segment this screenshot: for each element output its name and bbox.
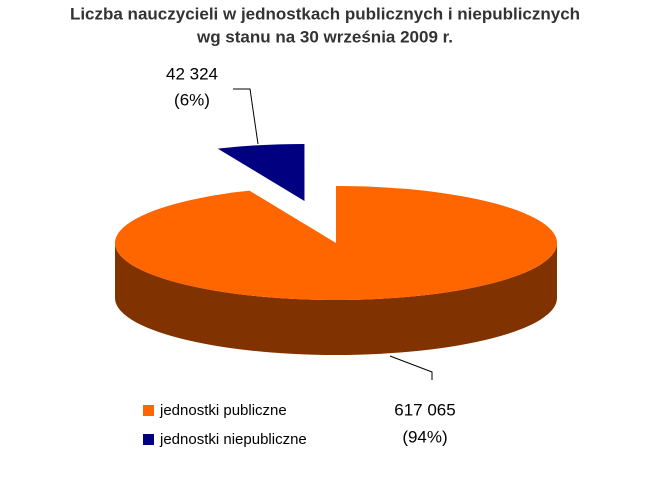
legend-label: jednostki niepubliczne: [159, 431, 307, 448]
slice: [114, 186, 558, 300]
data-label: 42 324: [166, 64, 218, 83]
chart-title: wg stanu na 30 września 2009 r.: [196, 27, 453, 46]
legend: jednostki publiczne jednostki niepubliczn…: [143, 402, 307, 448]
pie: [114, 144, 558, 355]
legend-swatch: [143, 434, 154, 445]
data-label: (6%): [174, 90, 210, 109]
legend-swatch: [143, 405, 154, 416]
leader-line: [389, 355, 433, 380]
data-label: 617 065: [394, 400, 455, 419]
legend-label: jednostki publiczne: [159, 402, 287, 419]
slice: [217, 144, 305, 201]
chart-title: Liczba nauczycieli w jednostkach publicz…: [70, 4, 580, 23]
data-label: (94%): [402, 427, 447, 446]
slice-side: [115, 243, 557, 355]
leader-line: [233, 88, 259, 145]
